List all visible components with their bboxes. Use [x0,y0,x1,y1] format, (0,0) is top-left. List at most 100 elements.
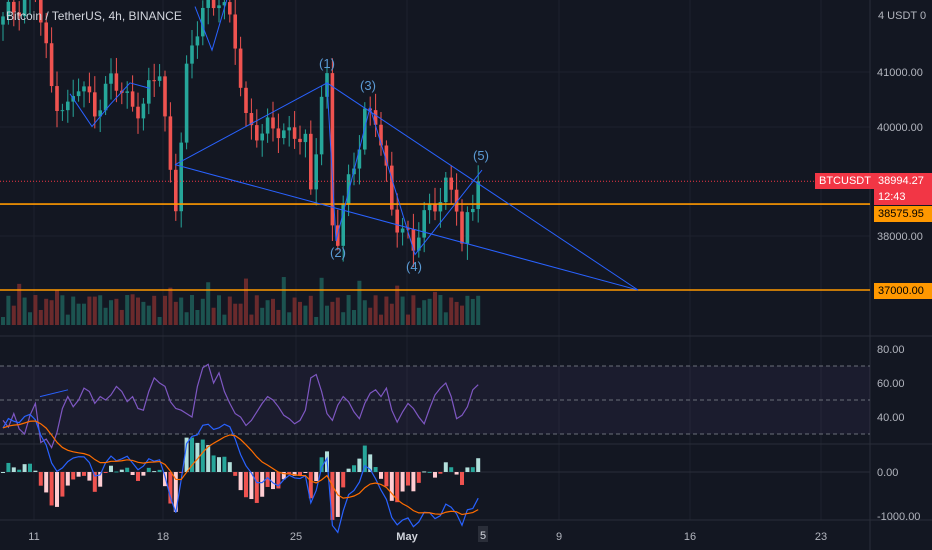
volume-bar [281,277,286,325]
macd-histogram-bar [136,472,140,481]
volume-bar [179,297,184,325]
macd-histogram-bar [373,467,378,472]
macd-histogram-bar [368,454,373,472]
macd-histogram-bar [400,472,405,492]
macd-histogram-bar [217,457,221,472]
macd-histogram-bar [379,472,383,479]
macd-histogram-bar [416,472,421,483]
candle-body [125,91,129,93]
macd-histogram-bar [271,472,275,490]
macd-histogram-bar [433,472,437,478]
volume-bar [427,298,432,325]
volume-bar [33,295,38,325]
wave-label: (1) [319,56,335,71]
wave-label: (3) [360,78,376,93]
wave-line [174,82,483,256]
macd-histogram-bar [352,465,356,472]
candle-body [287,127,291,131]
macd-histogram-bar [184,437,189,472]
macd-histogram-bar [443,462,448,472]
volume-bar [368,307,373,325]
candle-body [309,133,313,190]
candle-body [433,203,437,212]
wave-drawing[interactable]: (1) (2) (3) (4) (5) [69,0,639,291]
volume-bar [130,294,135,325]
candle-body [460,211,464,244]
candle-body [103,83,108,111]
level-1-badge: 38575.95 [874,206,932,222]
candle-body [244,87,248,114]
candle-body [147,80,151,104]
volume-bar [168,287,173,325]
macd-histogram-bar [276,472,281,489]
candle-body [39,0,43,23]
macd-histogram-bar [238,472,243,491]
candle-body [93,92,97,117]
volume-bar [190,295,194,325]
volume-bar [163,295,167,325]
volume-bar [233,303,238,325]
volume-bar [152,295,157,325]
macd-histogram-bar [454,472,459,475]
candle-body [406,228,410,230]
candle-body [211,0,216,9]
macd-histogram-bar [395,472,400,503]
candle-body [184,63,189,143]
volume-bar [103,307,108,325]
volume-bar [38,309,43,325]
wave-label: (5) [473,148,489,163]
candle-body [314,154,318,190]
last-price-badge: 38994.27 [874,173,932,189]
volume-bar [227,296,232,325]
volume-bar [352,310,356,325]
volume-bar [11,305,16,325]
candle-body [292,127,297,139]
wave-label: (2) [330,245,346,260]
macd-histogram-bar [281,472,286,480]
candle-body [271,117,275,129]
macd-histogram-bar [314,472,319,482]
candle-body [384,145,389,166]
price-axis[interactable]: 41000.00 40000.00 38000.00 80.00 60.00 40.00 0… [28,67,923,543]
macd-line [2,413,479,534]
candle-body [66,101,70,111]
macd-histogram-bar [362,445,367,472]
macd-histogram-bar [254,472,259,503]
volume-bar [303,305,308,325]
volume-bar [184,312,189,325]
volume-bar [222,314,227,325]
macd-histogram-bar [6,462,11,472]
volume-bar [406,314,410,325]
wave-fragment [194,0,228,52]
candle-body [260,133,264,141]
candle-body [174,169,178,212]
volume-bar [1,317,5,325]
candle-body [357,149,362,169]
macd-histogram-bar [103,472,108,473]
candles[interactable] [1,0,480,267]
volume-bar [82,303,86,325]
volume-bar [200,298,205,325]
time-tick-label: 5 [480,530,486,542]
macd-histogram-bar [357,458,362,472]
volume-bar [65,314,70,325]
candle-body [179,142,183,212]
volume-bar [298,301,302,325]
candle-body [1,16,5,25]
macd-histogram-bar [141,472,146,476]
macd-histogram-bar [60,472,65,497]
volume-bar [136,297,140,325]
macd-histogram-bar [233,472,238,476]
macd-histogram-bar [227,462,232,472]
horizontal-levels[interactable] [0,180,870,291]
candle-body [303,133,308,143]
ticker-badge: BTCUSDT [815,173,875,189]
candle-body [206,0,210,8]
volume-bar [443,312,448,325]
volume-bar [379,314,383,325]
macd-histogram-bar [163,472,167,487]
macd-histogram-bar [92,472,97,492]
macd-histogram-bar [319,457,324,472]
symbol-title[interactable]: Bitcoin / TetherUS, 4h, BINANCE [6,9,182,23]
